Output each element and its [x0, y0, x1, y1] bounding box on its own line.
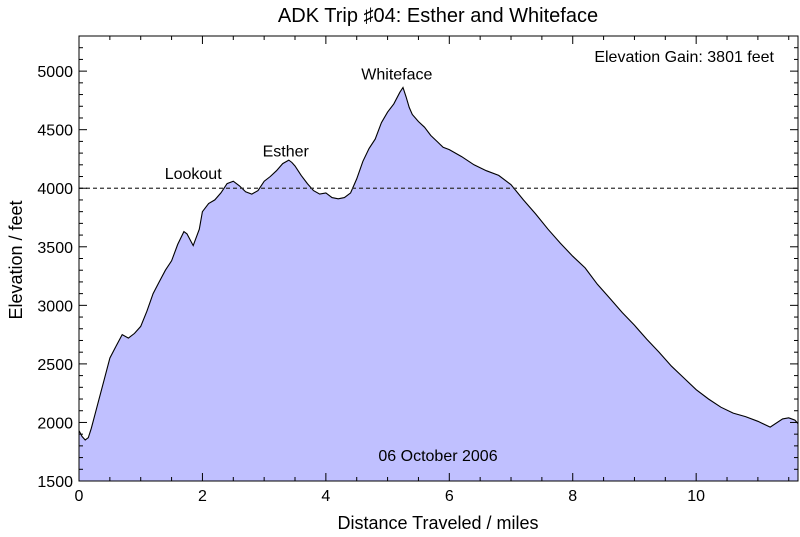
y-tick-label: 1500 [37, 474, 73, 491]
x-tick-label: 10 [687, 488, 705, 505]
date-annotation: 06 October 2006 [378, 448, 497, 465]
y-axis-title: Elevation / feet [6, 200, 26, 319]
x-tick-label: 6 [445, 488, 454, 505]
y-tick-label: 5000 [37, 64, 73, 81]
y-tick-label: 2000 [37, 415, 73, 432]
x-tick-label: 4 [321, 488, 330, 505]
elevation-area [79, 87, 798, 481]
y-tick-label: 3500 [37, 240, 73, 257]
elevation-gain-annotation: Elevation Gain: 3801 feet [594, 49, 774, 66]
x-axis-title: Distance Traveled / miles [337, 513, 538, 533]
peak-label: Whiteface [361, 66, 432, 83]
x-tick-label: 0 [75, 488, 84, 505]
y-tick-label: 3000 [37, 298, 73, 315]
chart-title: ADK Trip ♯04: Esther and Whiteface [278, 5, 598, 27]
y-tick-label: 4500 [37, 123, 73, 140]
x-tick-label: 8 [568, 488, 577, 505]
y-tick-label: 4000 [37, 181, 73, 198]
elevation-line [78, 86, 799, 441]
peak-label: Lookout [165, 166, 222, 183]
area-layer [78, 86, 799, 481]
peak-labels: Lookout Esther Whiteface [165, 66, 433, 183]
ticks: 0 2 4 6 8 10 1500 2000 2500 3000 3500 4000 4500 5000 [37, 35, 798, 505]
x-tick-label: 2 [198, 488, 207, 505]
peak-label: Esther [263, 144, 310, 161]
y-tick-label: 2500 [37, 357, 73, 374]
